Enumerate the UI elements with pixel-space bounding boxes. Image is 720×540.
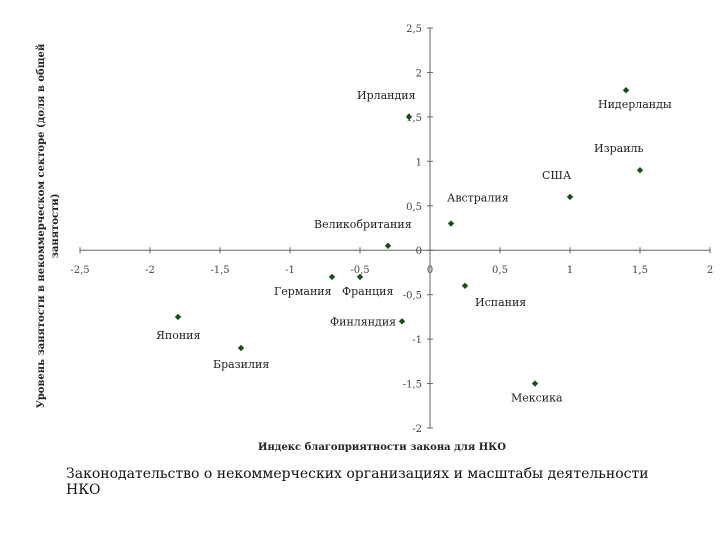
y-tick-label: 2 [416,68,422,79]
x-tick-label: 1 [567,265,573,276]
data-point-label: Бразилия [213,358,269,371]
point-labels: Нидерланды Ирландия Израиль США Австралия Вел… [156,89,672,405]
y-tick-label: 0 [416,246,422,257]
data-point [461,282,469,289]
data-point [356,273,364,281]
data-point-label: Франция [342,285,393,298]
y-ticks: -2 -1,5 -1 -0,5 0 0,5 1 1,5 2 2,5 [403,24,433,435]
data-point-label: Ирландия [357,89,416,102]
x-tick-label: 0 [427,265,433,276]
data-point-label: США [542,169,572,182]
data-point [398,318,406,325]
x-tick-label: 1,5 [632,265,648,276]
data-point [384,242,392,249]
data-point [174,313,182,321]
data-point [622,87,630,94]
data-point-label: Израиль [594,142,644,155]
y-tick-label: -0,5 [403,291,422,302]
x-axis-title: Индекс благоприятности закона для НКО [258,442,506,453]
data-point [405,113,413,121]
data-point [636,167,644,174]
y-axis-title-line-1: Уровень занятости в некоммерческом секто… [36,43,47,408]
data-point-label: Германия [274,285,332,298]
x-tick-label: 2 [707,265,713,276]
x-tick-label: -1 [285,265,295,276]
data-point-label: Финляндия [330,315,396,328]
y-tick-label: 1 [416,157,422,168]
data-point-label: Нидерланды [598,98,672,111]
y-axis-title: Уровень занятости в некоммерческом секто… [36,43,61,408]
x-tick-label: -2,5 [70,265,89,276]
y-tick-label: 1,5 [406,113,422,124]
x-tick-label: 0,5 [492,265,508,276]
x-tick-label: -2 [145,265,155,276]
data-point [447,220,455,227]
x-tick-label: -1,5 [210,265,229,276]
y-axis-title-line-2: занятости) [50,194,61,259]
data-point [237,344,245,352]
data-point-label: Япония [156,329,201,342]
y-tick-label: 2,5 [406,24,422,35]
y-tick-label: -1 [412,335,422,346]
x-ticks: -2,5 -2 -1,5 -1 -0,5 0 0,5 1 1,5 2 [70,247,713,276]
figure-caption: Законодательство о некоммерческих органи… [66,466,649,498]
scatter-chart: -2,5 -2 -1,5 -1 -0,5 0 0,5 1 1,5 2 -2 -1,5 -1 -0,5 0 0… [36,24,713,453]
data-point [531,380,539,387]
x-tick-label: -0,5 [350,265,369,276]
data-point [566,193,574,201]
data-points [174,87,644,387]
data-point-label: Великобритания [314,218,412,231]
y-tick-label: -1,5 [403,380,422,391]
data-point-label: Мексика [511,392,563,405]
data-point [328,273,336,281]
y-tick-label: -2 [412,424,422,435]
y-tick-label: 0,5 [406,202,422,213]
data-point-label: Австралия [447,192,509,205]
data-point-label: Испания [475,296,526,309]
